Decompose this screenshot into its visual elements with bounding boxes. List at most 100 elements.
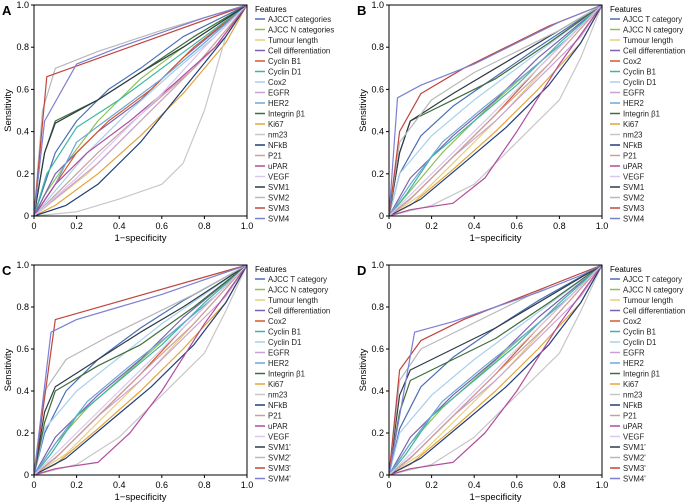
legend-item: SVM1' <box>623 443 646 452</box>
x-tick-label: 0.4 <box>468 221 481 231</box>
y-tick-label: 0 <box>379 211 384 221</box>
x-axis-label: 1−specificity <box>114 233 166 244</box>
series-line-upar <box>388 264 603 476</box>
legend-item: Ki67 <box>623 120 639 129</box>
legend-item: SVM1' <box>268 443 291 452</box>
series-line-vegf <box>33 264 248 476</box>
legend-title: Features <box>255 5 287 14</box>
series-line-svm2 <box>388 4 603 217</box>
y-axis-label: Sensitivity <box>358 89 369 132</box>
legend-item: Ki67 <box>623 380 639 389</box>
legend-item: SVM2 <box>268 194 289 203</box>
legend-item: Tumour length <box>623 296 673 305</box>
series-line-vegf <box>388 264 603 476</box>
series-line-p21 <box>33 264 248 476</box>
legend-item: SVM1 <box>623 183 644 192</box>
panel-b: B 0 0.2 0.4 0.6 0.8 1.0 0 0.2 0.4 0.6 0.8 1.0 1−speci… <box>357 0 685 244</box>
panel-letter: D <box>357 263 366 278</box>
series-line-nm23 <box>388 264 603 476</box>
legend-item: Ki67 <box>268 120 284 129</box>
legend-item: SVM4' <box>623 475 646 484</box>
y-tick-label: 0.8 <box>16 42 29 52</box>
x-tick-label: 0.4 <box>468 480 481 490</box>
legend-item: AJCC T category <box>623 275 682 284</box>
x-tick-label: 0.8 <box>553 480 566 490</box>
series-line-cyclin-b1 <box>33 264 248 476</box>
legend-item: SVM3' <box>268 464 291 473</box>
series-line-upar <box>33 264 248 476</box>
legend-item: SVM4 <box>268 215 290 224</box>
legend-item: EGFR <box>623 349 645 358</box>
series-group <box>33 4 248 217</box>
series-line-integrin-1 <box>388 264 603 476</box>
y-tick-label: 0.6 <box>371 344 384 354</box>
legend-item: nm23 <box>623 131 643 140</box>
legend-item: Cox2 <box>623 317 641 326</box>
legend-item: SVM3 <box>268 204 289 213</box>
series-line-integrin-1 <box>33 264 248 476</box>
legend-item: P21 <box>268 152 282 161</box>
legend-item: uPAR <box>623 162 643 171</box>
legend-item: Integrin β1 <box>268 110 305 119</box>
series-line-nm23 <box>388 4 603 217</box>
series-line-svm1 <box>33 264 248 476</box>
legend-item: SVM3 <box>623 204 644 213</box>
legend-title: Features <box>610 5 642 14</box>
x-tick-label: 1.0 <box>596 480 609 490</box>
series-line-svm3 <box>33 4 248 217</box>
series-line-upar <box>33 4 248 217</box>
series-line-svm3 <box>388 264 603 476</box>
series-line-nfkb <box>388 264 603 476</box>
x-tick-label: 0.4 <box>113 480 126 490</box>
legend-item: Cyclin D1 <box>268 68 301 77</box>
x-tick-label: 0.8 <box>553 221 566 231</box>
x-tick-label: 0 <box>31 221 36 231</box>
legend-item: Tumour length <box>268 36 318 45</box>
plot-frame <box>33 264 248 476</box>
legend-item: Cox2 <box>623 57 641 66</box>
legend-item: HER2 <box>623 359 644 368</box>
y-tick-label: 0.6 <box>16 84 29 94</box>
x-tick-label: 0.8 <box>198 221 211 231</box>
legend-item: Cell differentiation <box>268 307 330 316</box>
x-axis-label: 1−specificity <box>114 492 166 503</box>
y-tick-label: 1.0 <box>371 0 384 10</box>
x-tick-label: 0.4 <box>113 221 126 231</box>
legend-item: VEGF <box>623 433 644 442</box>
series-line-p21 <box>388 4 603 217</box>
legend-item: SVM2 <box>623 194 644 203</box>
legend-item: EGFR <box>268 349 290 358</box>
legend-item: P21 <box>268 412 282 421</box>
legend-item: EGFR <box>623 89 645 98</box>
y-tick-label: 0.8 <box>16 302 29 312</box>
series-line-cyclin-b1 <box>388 264 603 476</box>
legend-item: NFkB <box>268 401 288 410</box>
y-axis-label: Sensitivity <box>3 348 14 391</box>
x-tick-label: 0.6 <box>511 480 524 490</box>
legend-item: NFkB <box>268 141 288 150</box>
legend-item: VEGF <box>268 173 289 182</box>
legend-item: SVM1 <box>268 183 289 192</box>
legend-item: Cyclin D1 <box>268 338 301 347</box>
series-line-cyclin-d1 <box>33 4 248 217</box>
legend-item: Cyclin B1 <box>623 328 656 337</box>
panel-d: D 0 0.2 0.4 0.6 0.8 1.0 0 0.2 0.4 0.6 0.8 1.0 1−speci… <box>357 260 685 503</box>
x-tick-label: 0.2 <box>425 221 438 231</box>
legend-item: Cyclin D1 <box>623 78 656 87</box>
y-tick-label: 0.8 <box>371 302 384 312</box>
y-tick-label: 0 <box>24 470 29 480</box>
legend-item: HER2 <box>623 99 644 108</box>
legend-item: VEGF <box>623 173 644 182</box>
x-tick-label: 0.6 <box>511 221 524 231</box>
y-axis-label: Sensitivity <box>358 348 369 391</box>
legend-item: Cyclin B1 <box>268 57 301 66</box>
legend-item: Integrin β1 <box>623 370 660 379</box>
series-line-nfkb <box>388 4 603 217</box>
panel-a: A 0 0.2 0.4 0.6 0.8 1.0 0 0.2 0.4 0.6 0.8 1.0 1−speci… <box>2 0 334 244</box>
panel-letter: A <box>2 3 12 18</box>
y-tick-label: 0.2 <box>16 428 29 438</box>
series-group <box>33 264 248 476</box>
series-line-cyclin-d1 <box>388 264 603 476</box>
